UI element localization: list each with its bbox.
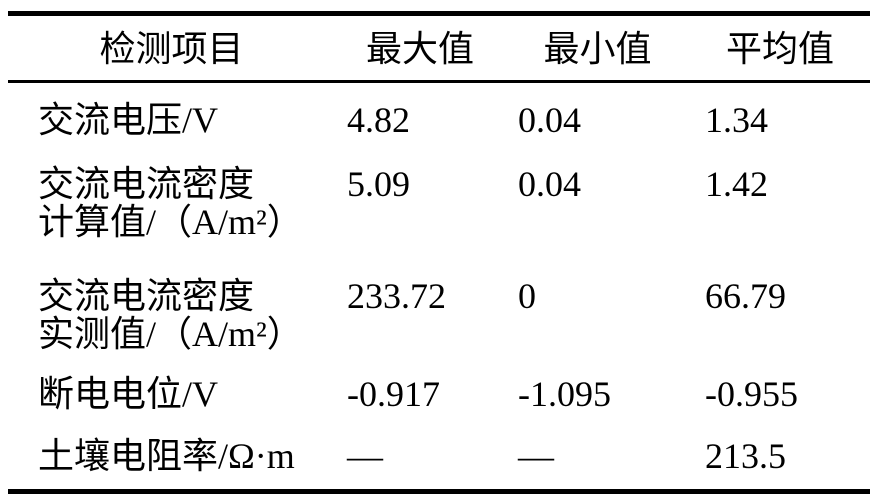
cell-item: 断电电位/V [8, 375, 335, 437]
cell-min-value: — [518, 436, 554, 476]
item-label-line: 交流电压/V [38, 100, 219, 140]
item-label-line: 实测值/（A/m²） [38, 314, 303, 354]
cell-max-value: 233.72 [347, 276, 446, 316]
cell-item: 土壤电阻率/Ω·m [8, 437, 335, 492]
table-row-off-potential: 断电电位/V -0.917 -1.095 -0.955 [8, 375, 870, 437]
header-max-value: 最大值 [335, 13, 505, 83]
cell-min-value: 0.04 [518, 100, 581, 140]
table-row-ac-current-density-calculated: 交流电流密度 计算值/（A/m²） 5.09 0.04 1.42 [8, 165, 870, 277]
item-label-line: 交流电流密度 [38, 164, 255, 204]
cell-max-value: 5.09 [347, 164, 410, 204]
table-row-soil-resistivity: 土壤电阻率/Ω·m — — 213.5 [8, 437, 870, 492]
header-row: 检测项目 最大值 最小值 平均值 [8, 13, 870, 83]
cell-avg-value: 66.79 [705, 276, 786, 316]
cell-min-value: 0.04 [518, 164, 581, 204]
item-label-line: 土壤电阻率/Ω·m [38, 436, 295, 476]
table-row-ac-current-density-measured: 交流电流密度 实测值/（A/m²） 233.72 0 66.79 [8, 277, 870, 375]
cell-max-value: 4.82 [347, 100, 410, 140]
cell-avg-value: 1.34 [705, 100, 768, 140]
measurement-statistics-table: 检测项目 最大值 最小值 平均值 交流电压/V 4.82 0.04 1.34 交… [8, 11, 870, 494]
header-avg-value: 平均值 [690, 13, 870, 83]
cell-item: 交流电流密度 计算值/（A/m²） [8, 165, 335, 277]
header-min-value: 最小值 [505, 13, 690, 83]
item-label-line: 交流电流密度 [38, 276, 255, 316]
cell-min-value: 0 [518, 276, 536, 316]
cell-item: 交流电压/V [8, 82, 335, 166]
item-label-line: 计算值/（A/m²） [38, 202, 303, 242]
cell-max-value: -0.917 [347, 374, 440, 414]
cell-max-value: — [347, 436, 383, 476]
item-label-line: 断电电位/V [38, 374, 219, 414]
cell-min-value: -1.095 [518, 374, 611, 414]
cell-avg-value: 213.5 [705, 436, 786, 476]
cell-avg-value: 1.42 [705, 164, 768, 204]
header-detection-item: 检测项目 [8, 13, 335, 83]
cell-avg-value: -0.955 [705, 374, 798, 414]
cell-item: 交流电流密度 实测值/（A/m²） [8, 277, 335, 375]
table-row-ac-voltage: 交流电压/V 4.82 0.04 1.34 [8, 82, 870, 166]
